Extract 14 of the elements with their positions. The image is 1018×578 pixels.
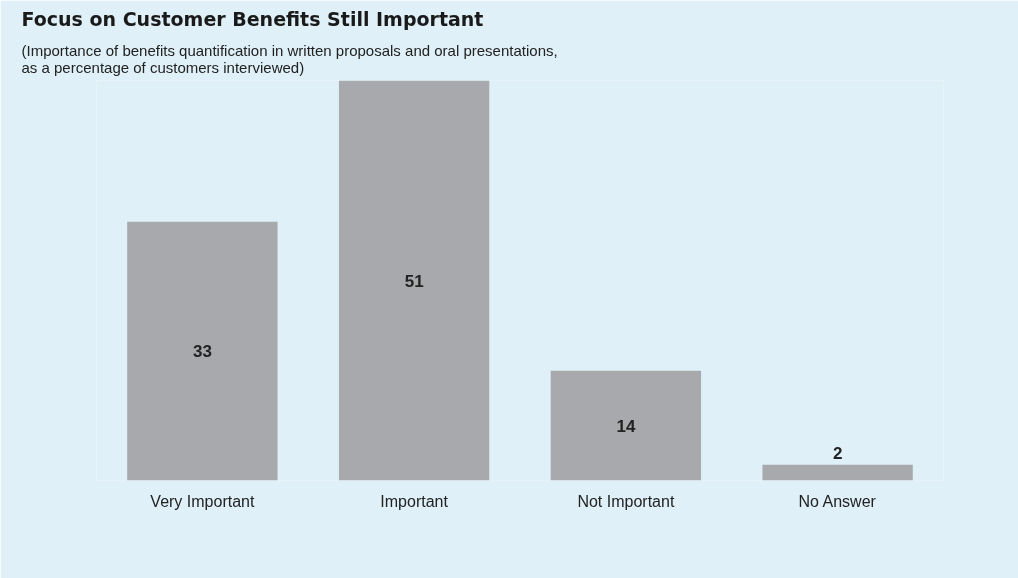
bar xyxy=(127,221,278,481)
chart-title: Focus on Customer Benefits Still Important xyxy=(21,7,484,30)
data-label: 33 xyxy=(192,342,212,362)
bar xyxy=(338,80,490,481)
chart-subtitle: (Importance of benefits quantification in written proposals and oral presentations, as a percentage of customers interviewed) xyxy=(21,41,558,76)
x-tick-label: Not Important xyxy=(577,492,675,510)
x-tick-label: No Answer xyxy=(798,492,877,510)
data-label: 14 xyxy=(616,416,636,436)
data-label: 2 xyxy=(832,443,843,463)
bar xyxy=(550,370,702,481)
data-label: 51 xyxy=(404,271,424,291)
bar xyxy=(762,464,913,481)
x-tick-label: Very Important xyxy=(150,492,255,510)
x-tick-label: Important xyxy=(380,492,449,510)
